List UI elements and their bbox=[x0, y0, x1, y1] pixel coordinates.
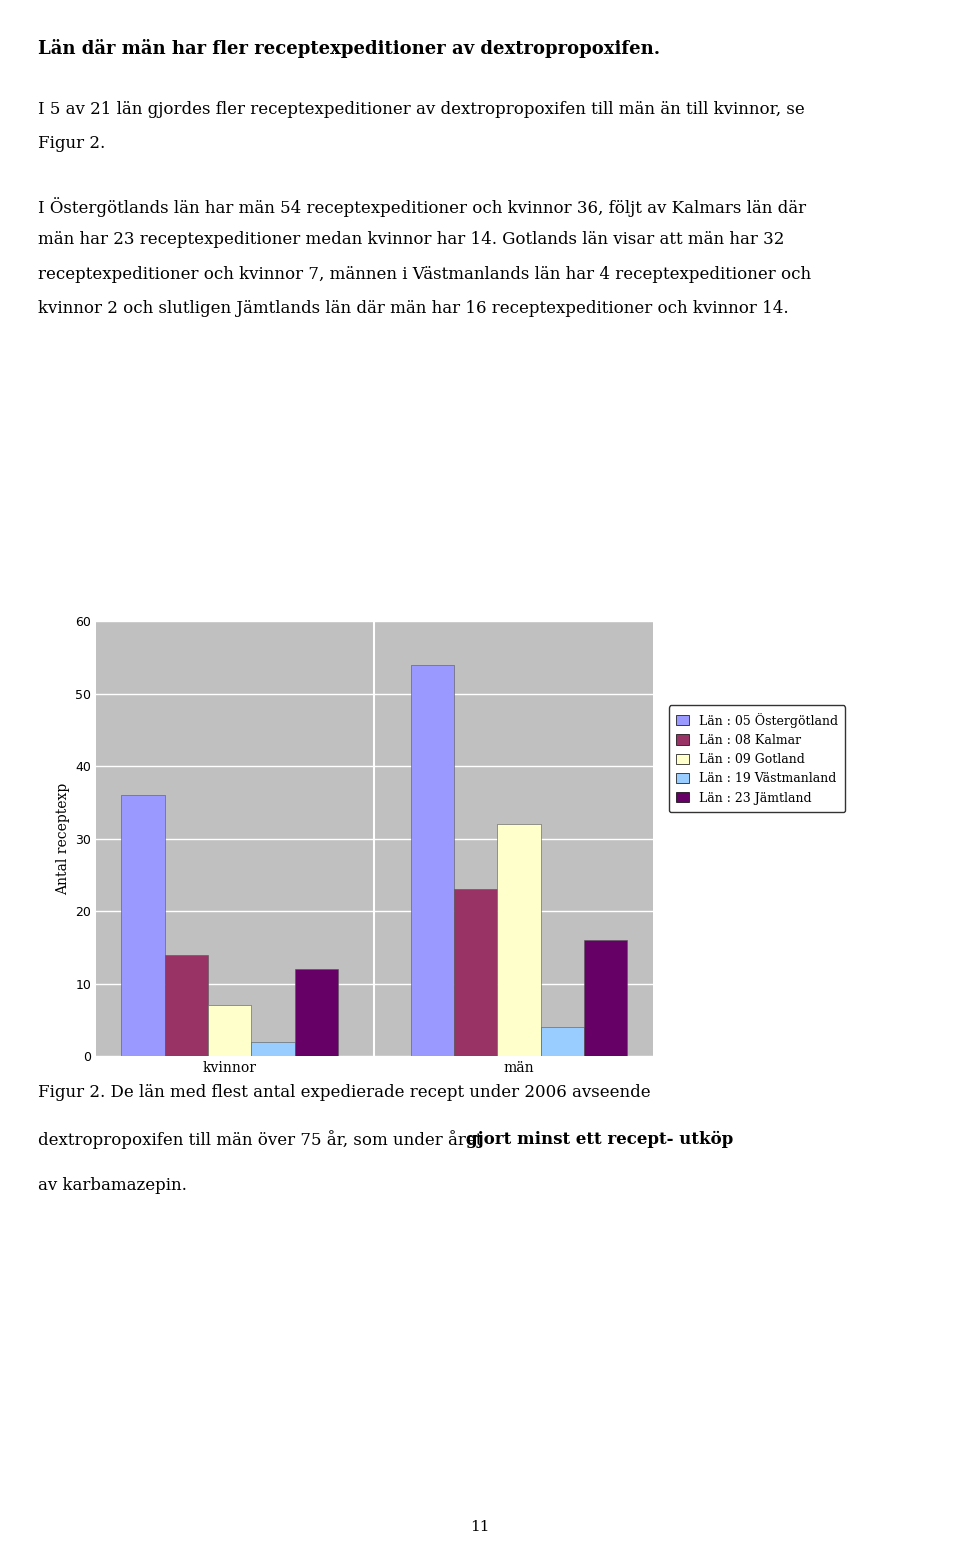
Text: kvinnor 2 och slutligen Jämtlands län där män har 16 receptexpeditioner och kvin: kvinnor 2 och slutligen Jämtlands län dä… bbox=[38, 300, 789, 317]
Bar bbox=[252, 1042, 295, 1056]
Text: av karbamazepin.: av karbamazepin. bbox=[38, 1177, 187, 1194]
Bar bbox=[121, 795, 165, 1056]
Bar bbox=[497, 825, 540, 1056]
Bar bbox=[454, 890, 497, 1056]
Text: Figur 2.: Figur 2. bbox=[38, 135, 106, 152]
Text: Figur 2. De län med flest antal expedierade recept under 2006 avseende: Figur 2. De län med flest antal expedier… bbox=[38, 1084, 651, 1101]
Bar bbox=[295, 969, 338, 1056]
Bar bbox=[208, 1005, 252, 1056]
Bar bbox=[411, 665, 454, 1056]
Text: män har 23 receptexpeditioner medan kvinnor har 14. Gotlands län visar att män h: män har 23 receptexpeditioner medan kvin… bbox=[38, 231, 784, 248]
Bar bbox=[584, 940, 628, 1056]
Bar bbox=[165, 955, 208, 1056]
Text: I Östergötlands län har män 54 receptexpeditioner och kvinnor 36, följt av Kalma: I Östergötlands län har män 54 receptexp… bbox=[38, 197, 806, 217]
Text: Län där män har fler receptexpeditioner av dextropropoxifen.: Län där män har fler receptexpeditioner … bbox=[38, 39, 660, 57]
Text: I 5 av 21 län gjordes fler receptexpeditioner av dextropropoxifen till män än ti: I 5 av 21 län gjordes fler receptexpedit… bbox=[38, 101, 805, 118]
Text: receptexpeditioner och kvinnor 7, männen i Västmanlands län har 4 receptexpediti: receptexpeditioner och kvinnor 7, männen… bbox=[38, 266, 811, 283]
Legend: Län : 05 Östergötland, Län : 08 Kalmar, Län : 09 Gotland, Län : 19 Västmanland, : Län : 05 Östergötland, Län : 08 Kalmar, … bbox=[669, 705, 845, 812]
Text: 11: 11 bbox=[470, 1520, 490, 1534]
Text: dextropropoxifen till män över 75 år, som under året: dextropropoxifen till män över 75 år, so… bbox=[38, 1131, 488, 1149]
Bar bbox=[540, 1027, 584, 1056]
Text: gjort minst ett recept- utköp: gjort minst ett recept- utköp bbox=[466, 1131, 732, 1148]
Y-axis label: Antal receptexp: Antal receptexp bbox=[56, 783, 69, 895]
